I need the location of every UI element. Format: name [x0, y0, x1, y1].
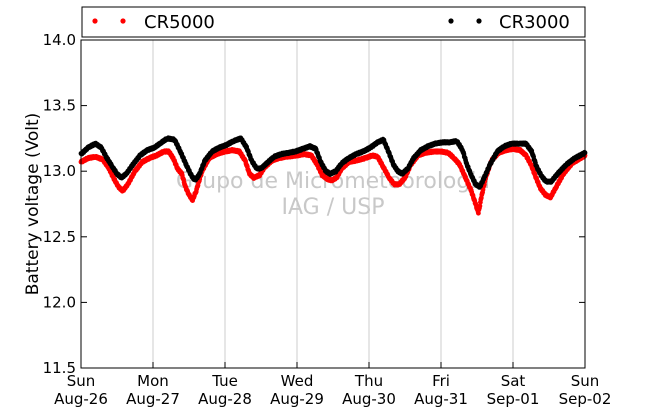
y-tick-label: 14.0 — [43, 31, 76, 49]
series-cr3000 — [78, 135, 588, 190]
watermark-line-2: IAG / USP — [282, 195, 385, 220]
x-tick-date: Sep-02 — [559, 390, 612, 408]
x-tick-weekday: Wed — [281, 372, 314, 390]
data-point — [477, 203, 483, 209]
x-tick-date: Aug-30 — [342, 390, 396, 408]
legend-label-cr3000: CR3000 — [499, 12, 570, 33]
x-tick-weekday: Thu — [354, 372, 383, 390]
y-tick-label: 13.5 — [43, 97, 76, 115]
x-tick-date: Sep-01 — [487, 390, 540, 408]
y-tick-label: 11.5 — [43, 359, 76, 377]
x-tick-date: Aug-31 — [414, 390, 468, 408]
watermark: Grupo de Micrometeorologia IAG / USP — [176, 169, 490, 220]
y-axis-ticks: 11.5 12.0 12.5 13.0 13.5 14.0 — [43, 31, 585, 377]
x-tick-weekday: Tue — [211, 372, 238, 390]
y-tick-label: 12.5 — [43, 228, 76, 246]
vertical-grid — [152, 40, 514, 368]
legend: CR5000 CR3000 — [81, 6, 586, 38]
legend-marker-cr5000-b — [120, 18, 126, 24]
legend-marker-cr3000-b — [476, 18, 482, 24]
y-axis-title: Battery voltage (Volt) — [23, 113, 43, 296]
legend-label-cr5000: CR5000 — [144, 12, 215, 33]
legend-marker-cr3000-a — [448, 18, 454, 24]
x-tick-weekday: Fri — [432, 372, 450, 390]
legend-marker-cr5000-a — [92, 18, 98, 24]
x-tick-date: Aug-26 — [54, 390, 108, 408]
legend-entry-cr5000: CR5000 — [92, 12, 215, 33]
x-axis-ticks: SunAug-26MonAug-27TueAug-28WedAug-29ThuA… — [54, 362, 611, 408]
x-tick-weekday: Sun — [571, 372, 600, 390]
y-tick-label: 12.0 — [43, 293, 76, 311]
x-tick-weekday: Mon — [137, 372, 169, 390]
legend-entry-cr3000: CR3000 — [448, 12, 570, 33]
x-tick-date: Aug-28 — [198, 390, 252, 408]
x-tick-date: Aug-27 — [126, 390, 180, 408]
series-points — [78, 135, 588, 216]
plot-frame — [80, 39, 586, 369]
x-tick-weekday: Sun — [67, 372, 96, 390]
y-tick-label: 13.0 — [43, 162, 76, 180]
x-tick-weekday: Sat — [501, 372, 526, 390]
x-tick-date: Aug-29 — [270, 390, 324, 408]
legend-box — [81, 6, 586, 38]
